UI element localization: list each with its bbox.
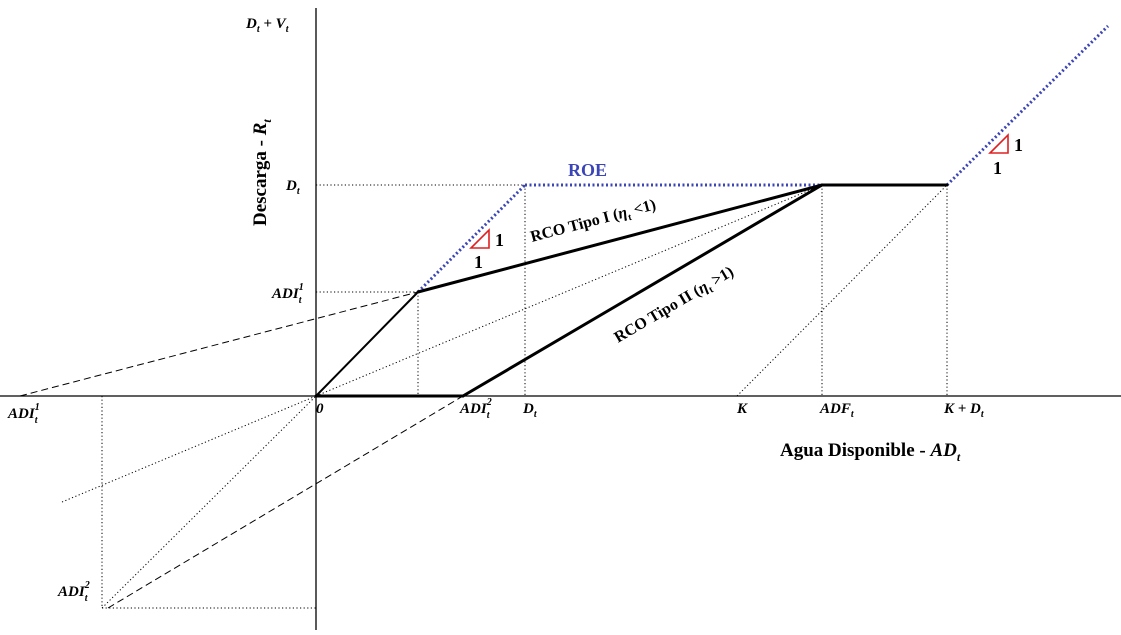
rco1-line	[416, 183, 824, 294]
rco-curves	[314, 183, 949, 398]
neg-adi1-label: ADI1 t	[7, 402, 40, 426]
rco2-line	[461, 183, 824, 398]
roe-label: ROE	[568, 160, 607, 180]
rco1-label: RCO Tipo I (ηt <1)	[529, 196, 659, 248]
x-adf-label: ADFt	[819, 401, 855, 420]
slope-label-right-horizontal: 1	[993, 158, 1002, 178]
roe-curve	[416, 24, 1110, 294]
slope-triangle-right	[988, 133, 1009, 154]
y-dt-label: Dt	[285, 178, 301, 197]
slope-label-left-vertical: 1	[495, 230, 504, 250]
origin-label: 0	[316, 401, 324, 417]
neg-adi2-label: ADI2 t	[57, 580, 90, 604]
reference-dotted-lines	[61, 184, 948, 609]
x-axis-title: Agua Disponible - ADt	[780, 440, 961, 464]
origin-to-adf-guide	[315, 184, 823, 397]
x-adi2-label: ADI2 t	[459, 397, 492, 421]
slope-triangle-left	[469, 228, 490, 249]
dashed-extension-lines	[19, 291, 464, 609]
y-adi1-label: ADI1 t	[271, 282, 304, 306]
x-kdt-label: K + Dt	[943, 401, 985, 420]
rco1-dashed-extension	[19, 291, 419, 397]
origin-rising-segment	[315, 291, 419, 397]
roe-upper-rising-segment	[945, 24, 1110, 187]
rco2-dashed-extension	[107, 395, 464, 609]
y-top-label: Dt + Vt	[245, 16, 290, 35]
slope-label-right-vertical: 1	[1014, 135, 1023, 155]
x-k-label: K	[736, 401, 748, 417]
x-dt-label: Dt	[522, 401, 538, 420]
lower-diagonal-dotted-line	[101, 395, 317, 609]
y-axis-title: Descarga - Rt	[250, 119, 274, 226]
rco2-label: RCO Tipo II (ηt >1)	[611, 263, 738, 349]
lower-left-dotted-line	[61, 395, 317, 503]
roe-rising-segment	[416, 183, 527, 294]
slope-label-left-horizontal: 1	[474, 252, 483, 272]
